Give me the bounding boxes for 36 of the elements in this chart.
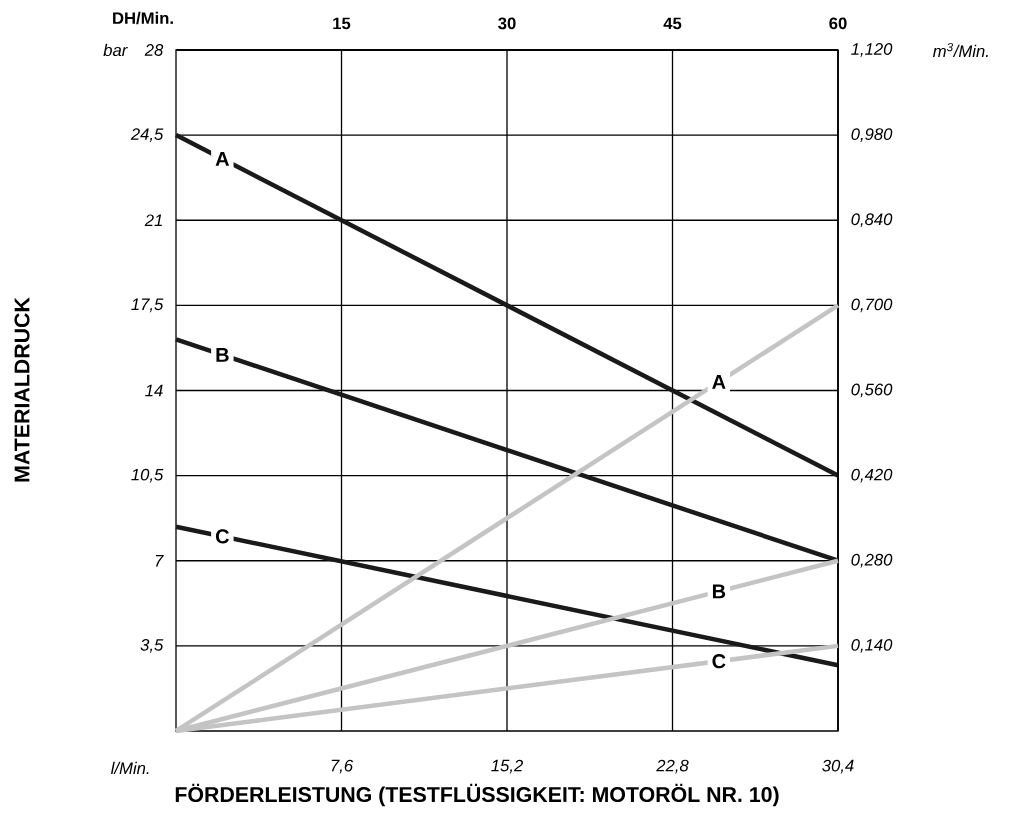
x-tick-label: 7,6 (331, 759, 354, 774)
y-tick-label: 10,5 (131, 468, 164, 483)
series-label: A (712, 375, 726, 389)
series-label: A (215, 152, 230, 166)
series-label: C (712, 654, 726, 669)
x-tick-label: 15,2 (491, 759, 523, 774)
x2-tick-label: 30 (498, 17, 516, 30)
y2-axis-title: m$^{3}$/Min. (932, 42, 988, 58)
x-axis-title: FÖRDERLEISTUNG (TESTFLÜSSIGKEIT: MOTORÖL NR. 10) (175, 783, 779, 807)
y2-tick-label: 0,700 (851, 298, 893, 313)
x2-tick-label: 15 (333, 17, 351, 30)
text: l/Min. (110, 761, 149, 775)
y-tick-label: 7 (155, 555, 164, 567)
y-tick-label: 28 (144, 44, 164, 56)
y2-tick-label: 1,120 (851, 43, 893, 57)
y-tick-label: 21 (144, 214, 162, 227)
y2-tick-label: 0,420 (851, 468, 893, 483)
y-axis-title: MATERIALDRUCK (14, 297, 30, 482)
y2-tick-label: 0,140 (851, 638, 893, 653)
x2-tick-label: 60 (829, 17, 847, 30)
y-tick-label: 14 (145, 384, 163, 397)
y2-tick-label: 0,840 (851, 213, 893, 228)
x-tick-label: 30,4 (822, 759, 854, 774)
y2-tick-label: 0,560 (851, 383, 893, 398)
x2-tick-label: 45 (663, 17, 682, 30)
y-tick-label: 3,5 (140, 638, 164, 653)
y2-tick-label: 0,980 (851, 128, 893, 142)
x2-axis-title: DH/Min. (113, 11, 173, 25)
series-label: B (216, 348, 229, 362)
text: bar (103, 43, 128, 57)
series-label: B (712, 584, 726, 599)
x-tick-label: 22,8 (656, 759, 689, 774)
y-tick-label: 17,5 (131, 298, 164, 313)
series-label: C (215, 529, 230, 544)
y-tick-label: 24,5 (130, 128, 164, 142)
y2-tick-label: 0,280 (851, 553, 893, 568)
